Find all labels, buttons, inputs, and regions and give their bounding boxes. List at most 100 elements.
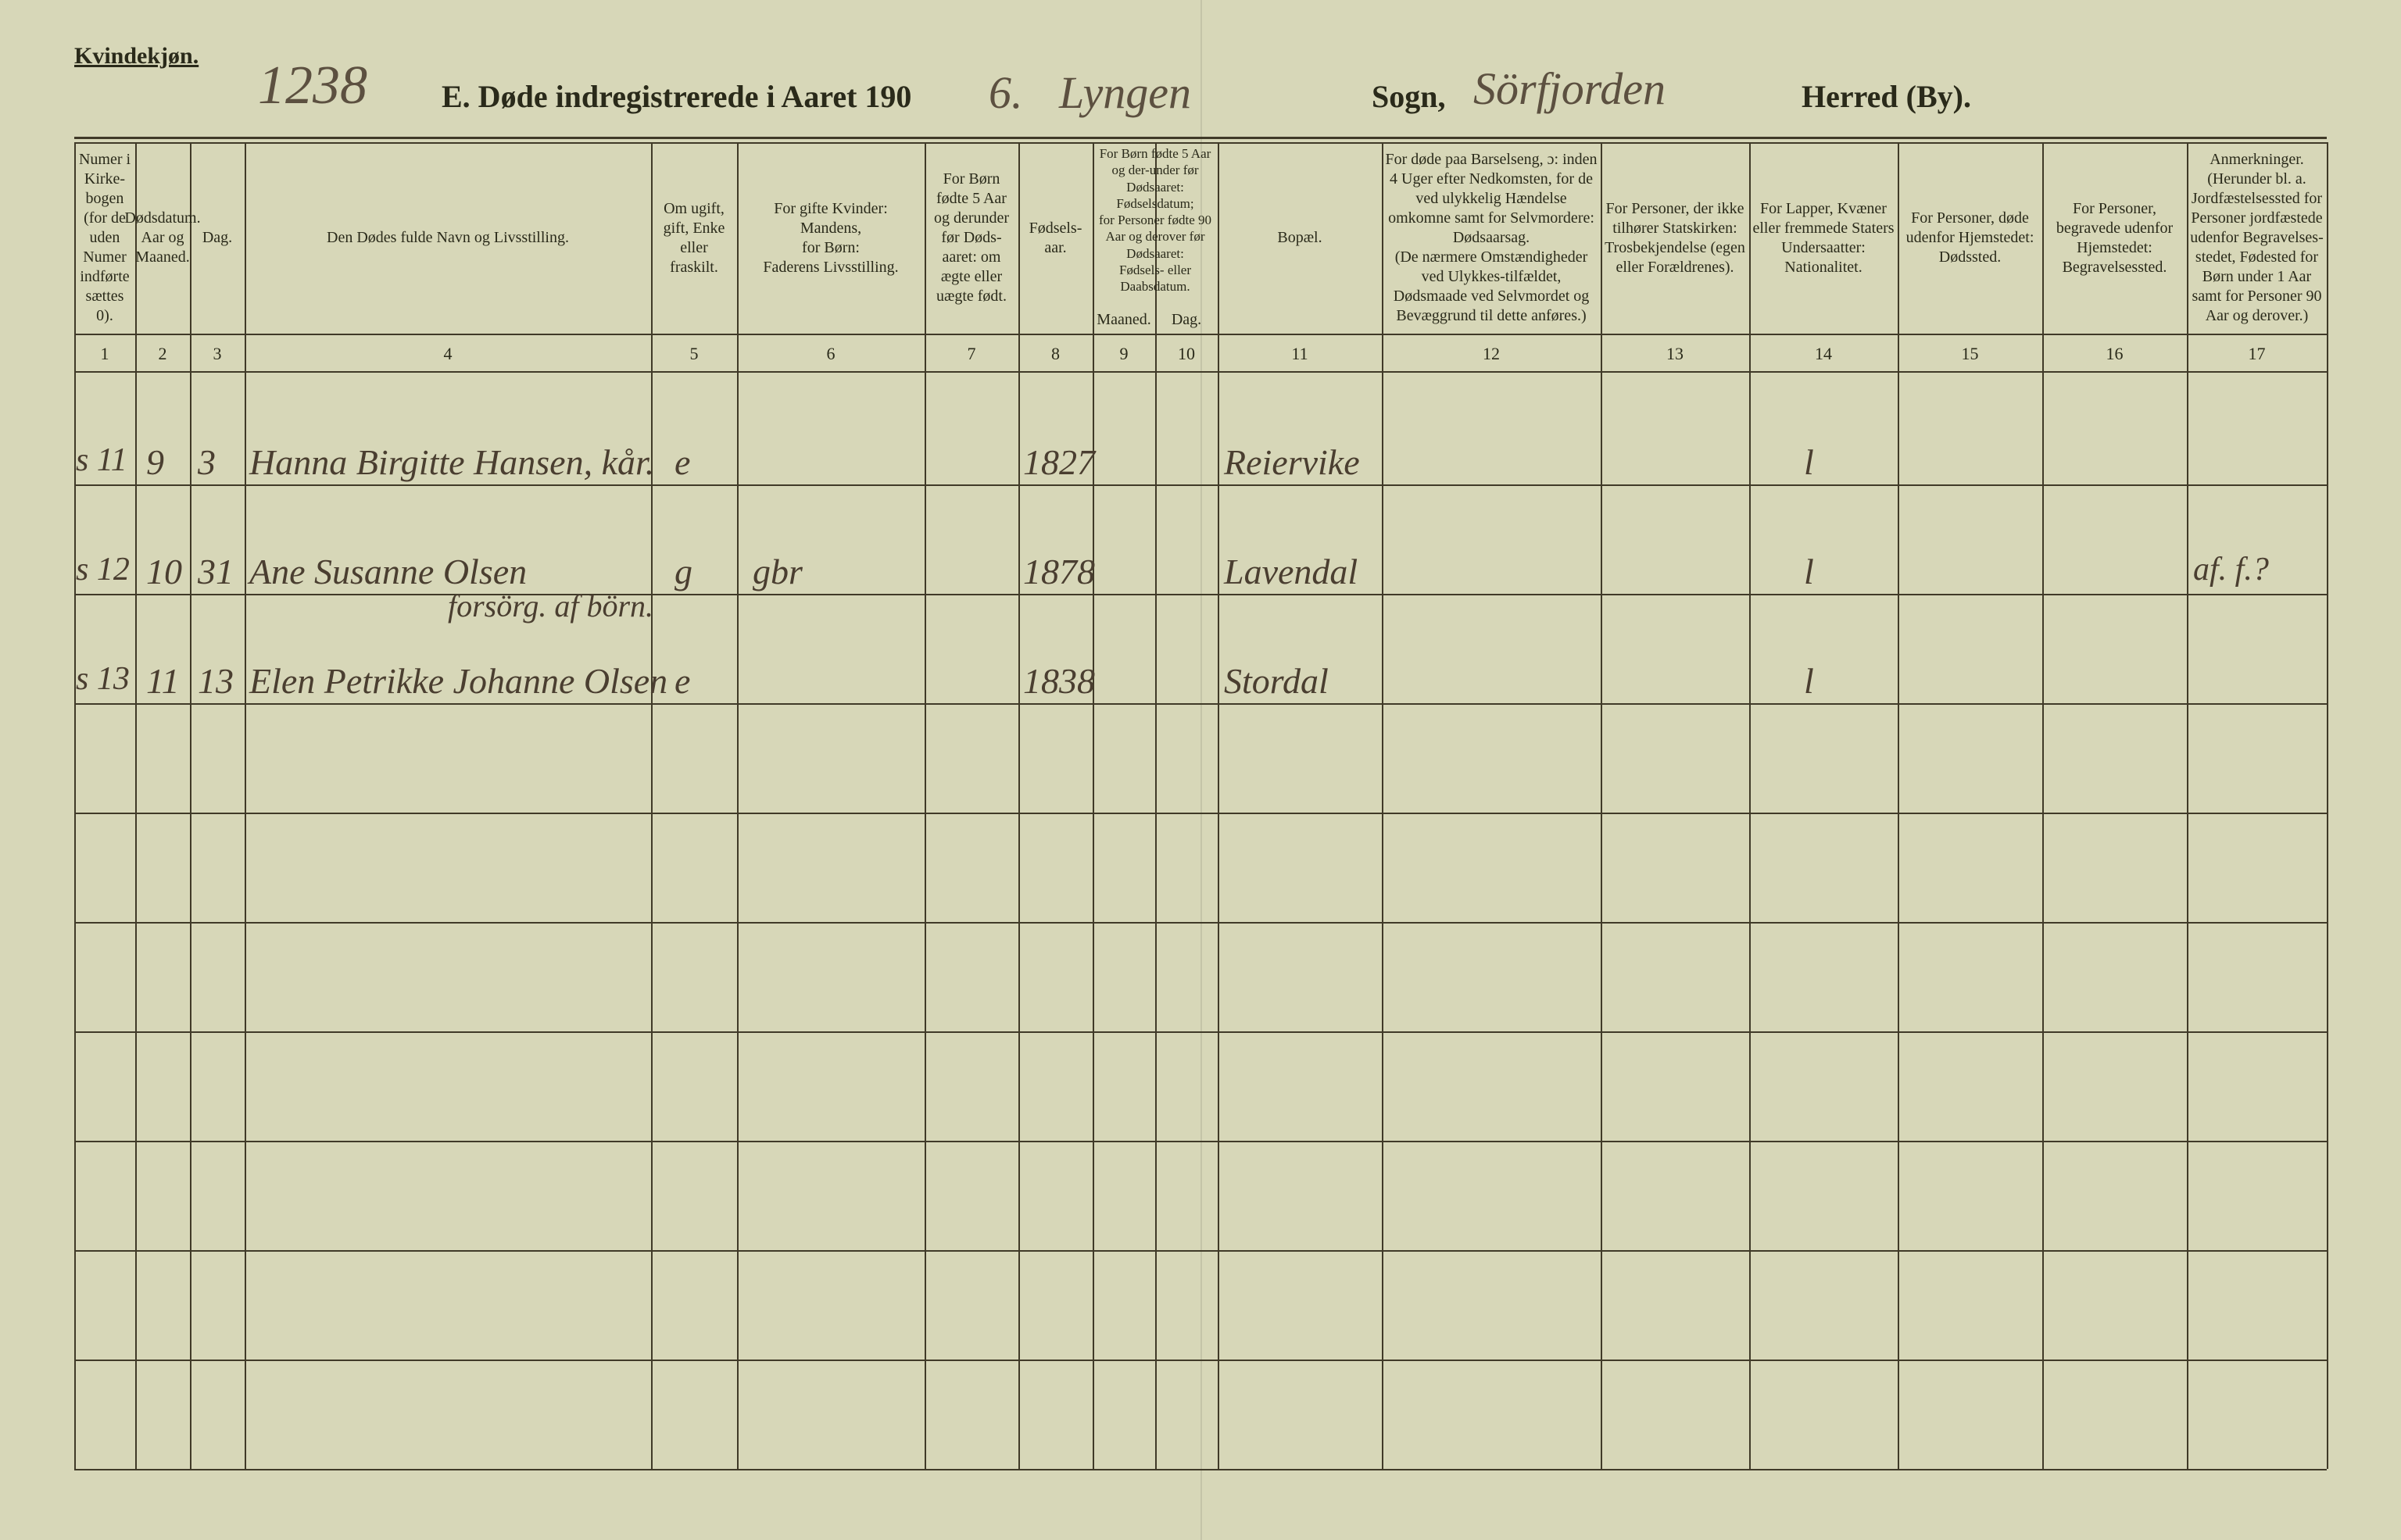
column-subhead-dag: Dag. [1157,310,1216,330]
row-rule [74,1031,2327,1033]
entry-cell: 11 [146,660,180,702]
row-rule [74,1250,2327,1252]
column-number: 8 [1040,344,1072,364]
column-header: Om ugift, gift, Enke eller fraskilt. [654,148,734,327]
column-header: For Personer, der ikke tilhører Statskir… [1604,148,1746,327]
rule-top-1 [74,137,2327,139]
column-rule [1218,142,1219,1469]
column-rule [135,142,137,1469]
entry-cell: 13 [198,660,234,702]
header-bottom-rule [74,334,2327,335]
column-header: Bopæl. [1221,148,1379,327]
entry-cell: Ane Susanne Olsen [249,551,527,592]
column-header: For Personer, døde udenfor Hjemstedet: D… [1901,148,2039,327]
column-number: 17 [2242,344,2273,364]
column-rule [1155,142,1157,1469]
row-rule [74,484,2327,486]
column-header: Anmerkninger. (Herunder bl. a. Jordfæste… [2190,148,2324,327]
column-number: 10 [1171,344,1202,364]
entry-cell: e [674,441,690,483]
column-header: For Personer, begravede udenfor Hjemsted… [2045,148,2184,327]
row-rule [74,922,2327,924]
entry-cell: s 12 [76,551,130,588]
row-rule [74,813,2327,814]
column-number: 13 [1659,344,1691,364]
column-rule [1749,142,1751,1469]
column-rule [74,142,76,1469]
column-number: 2 [147,344,178,364]
column-header: Dag. [193,148,242,327]
column-rule [925,142,926,1469]
entry-cell: l [1804,441,1814,483]
column-header: Den Dødes fulde Navn og Livsstilling. [248,148,648,327]
entry-subnote: forsörg. af börn. [448,588,653,624]
entry-cell: 3 [198,441,216,483]
column-rule [190,142,191,1469]
column-number: 6 [815,344,846,364]
entry-cell: 31 [198,551,234,592]
column-rule [737,142,739,1469]
sogn-label: Sogn, [1372,78,1446,115]
entry-cell: Lavendal [1224,551,1358,592]
herred-label: Herred (By). [1802,78,1971,115]
column-subhead-maaned: Maaned. [1094,310,1154,330]
column-number: 5 [678,344,710,364]
entry-cell: s 11 [76,441,127,479]
column-rule [651,142,653,1469]
row-rule [74,594,2327,595]
ledger-page: Kvindekjøn. 1238 E. Døde indregistrerede… [0,0,2401,1540]
column-number: 11 [1284,344,1315,364]
entry-cell: s 13 [76,660,130,698]
page-number-handwritten: 1238 [258,55,367,117]
entry-cell: 9 [146,441,164,483]
column-number: 12 [1476,344,1507,364]
column-number: 15 [1955,344,1986,364]
colnum-bottom-rule [74,371,2327,373]
column-rule [245,142,246,1469]
column-number: 1 [89,344,120,364]
entry-cell: Elen Petrikke Johanne Olsen [249,660,667,702]
entry-cell: gbr [753,551,803,592]
column-rule [1898,142,1899,1469]
year-suffix: 6. [989,66,1023,119]
column-rule [1018,142,1020,1469]
entry-cell: af. f.? [2193,551,2269,588]
entry-cell: 1838 [1023,660,1095,702]
entry-cell: g [674,551,692,592]
entry-cell: 1878 [1023,551,1095,592]
parish-name: Lyngen [1059,66,1191,119]
entry-cell: 1827 [1023,441,1095,483]
entry-cell: Hanna Birgitte Hansen, kår. [249,441,654,483]
column-header: Fødsels-aar. [1022,148,1090,327]
column-number: 16 [2099,344,2131,364]
column-number: 3 [202,344,233,364]
entry-cell: Stordal [1224,660,1329,702]
column-number: 4 [432,344,463,364]
title-line: 1238 E. Døde indregistrerede i Aaret 190… [74,70,2327,133]
rule-top-2 [74,142,2327,144]
column-rule [2187,142,2188,1469]
column-header-group-9-10: For Børn fødte 5 Aar og der-under før Dø… [1094,145,1216,305]
entry-cell: e [674,660,690,702]
row-rule [74,1141,2327,1142]
entry-cell: l [1804,660,1814,702]
district-name: Sörfjorden [1473,63,1666,115]
title-printed: E. Døde indregistrerede i Aaret 190 [442,78,911,115]
column-header: For Børn fødte 5 Aar og derunder før Død… [928,148,1015,327]
entry-cell: Reiervike [1224,441,1360,483]
column-rule [1601,142,1602,1469]
column-rule [2327,142,2328,1469]
column-rule [2042,142,2044,1469]
column-number: 7 [956,344,987,364]
column-header: For døde paa Barselseng, ɔ: inden 4 Uger… [1385,148,1598,327]
entry-cell: l [1804,551,1814,592]
row-rule [74,703,2327,705]
row-rule [74,1360,2327,1361]
column-header: For gifte Kvinder: Mandens, for Børn: Fa… [740,148,921,327]
gender-label: Kvindekjøn. [74,43,199,70]
column-number: 14 [1808,344,1839,364]
column-header: Dødsdatum. Aar og Maaned. [138,148,187,327]
row-rule [74,1469,2327,1470]
entry-cell: 10 [146,551,182,592]
column-number: 9 [1108,344,1140,364]
